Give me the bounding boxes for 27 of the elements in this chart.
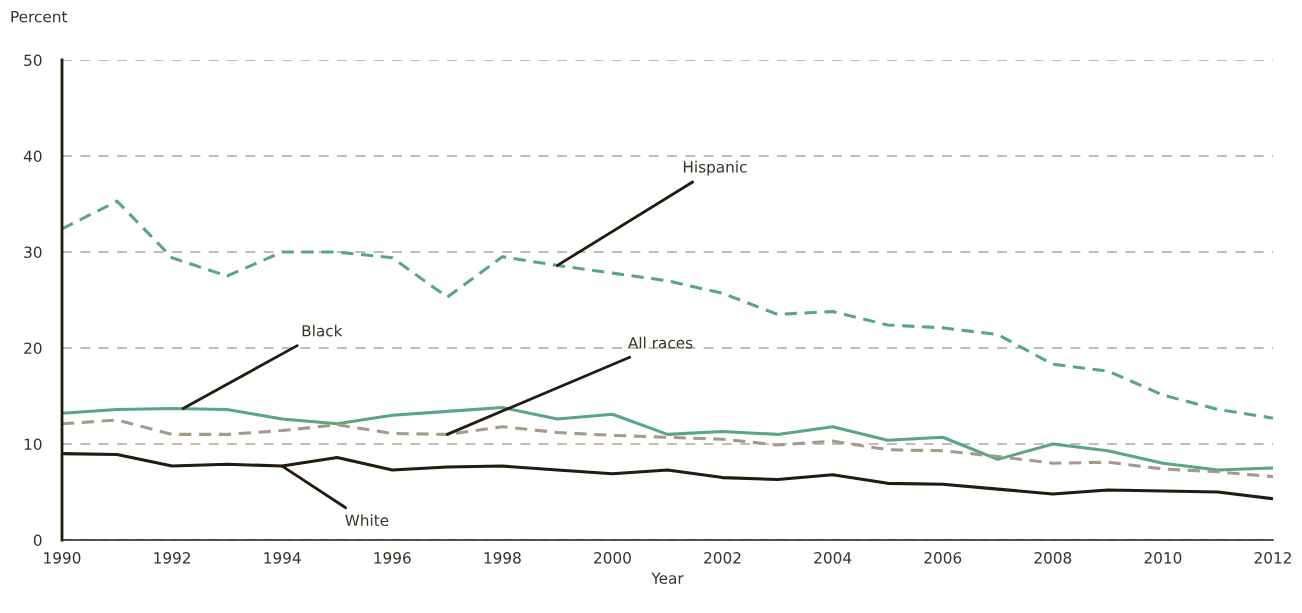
annotation: Hispanic <box>683 160 747 176</box>
x-tick-label: 2012 <box>1254 552 1291 564</box>
y-tick-label: 40 <box>23 150 42 163</box>
y-tick-label: 0 <box>33 534 42 547</box>
x-tick-label: 1998 <box>484 552 521 564</box>
x-tick-label: 1994 <box>264 552 301 564</box>
y-tick-label: 50 <box>24 54 42 67</box>
x-tick-label: 1992 <box>154 552 190 564</box>
y-axis-title: Percent <box>11 11 68 23</box>
x-tick-label: 2006 <box>924 552 962 564</box>
x-tick-label: 2002 <box>704 552 741 564</box>
annotation: Black <box>302 324 343 337</box>
x-tick-label: 1996 <box>374 552 411 564</box>
x-tick-label: 1990 <box>44 552 81 564</box>
line-series <box>62 405 1273 472</box>
x-tick-label: 2010 <box>1144 552 1182 564</box>
x-tick-label: 2008 <box>1034 552 1072 564</box>
x-axis-title: Year <box>651 572 684 584</box>
line-series <box>62 418 1273 479</box>
line-series <box>62 199 1273 420</box>
x-tick-label: 2000 <box>594 552 631 564</box>
y-tick-label: 10 <box>24 438 42 451</box>
x-tick-label: 2004 <box>814 552 852 564</box>
annotation: All races <box>627 336 693 349</box>
y-tick-label: 30 <box>24 246 42 259</box>
annotation: White <box>345 514 389 527</box>
y-tick-label: 20 <box>24 342 42 355</box>
